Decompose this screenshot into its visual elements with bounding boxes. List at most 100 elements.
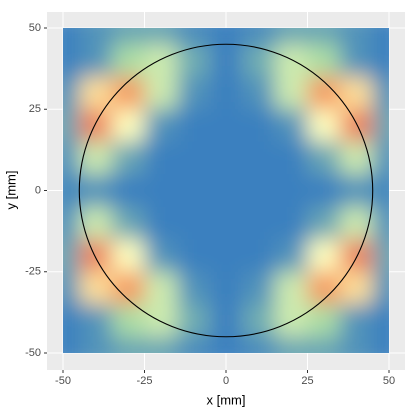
heat-cell [372, 271, 389, 305]
heat-cell [144, 109, 178, 143]
heat-cell [177, 174, 211, 208]
heat-cell [274, 174, 308, 208]
heat-cell [177, 141, 211, 175]
heat-cell [63, 44, 80, 78]
heat-cell [63, 206, 80, 240]
heat-cell [307, 304, 341, 338]
heat-cell [340, 239, 374, 273]
heat-cell [177, 336, 211, 353]
heat-cell [177, 28, 211, 45]
heat-cell [242, 109, 276, 143]
heat-cell [242, 271, 276, 305]
heat-cell [209, 28, 243, 45]
heat-cell [111, 336, 145, 353]
heat-cell [340, 304, 374, 338]
heat-cell [111, 109, 145, 143]
x-tick-label: -50 [55, 375, 71, 387]
x-tick-label: 0 [223, 375, 229, 387]
raster [63, 28, 389, 353]
heat-cell [63, 28, 80, 45]
heat-cell [209, 76, 243, 110]
heat-cell [274, 206, 308, 240]
y-tick-label: -50 [25, 347, 41, 359]
heat-cell [242, 28, 276, 45]
x-tick-label: -25 [137, 375, 153, 387]
heat-cell [307, 28, 341, 45]
heat-cell [63, 174, 80, 208]
heat-cell [63, 76, 80, 110]
heat-cell [63, 336, 80, 353]
heat-cell [111, 239, 145, 273]
heat-cell [274, 28, 308, 45]
heat-cell [144, 76, 178, 110]
heat-cell [372, 304, 389, 338]
heat-cell [79, 44, 113, 78]
heat-cell [79, 141, 113, 175]
heat-cell [340, 336, 374, 353]
overlay [78, 43, 374, 338]
heat-cell [144, 206, 178, 240]
heat-cell [340, 28, 374, 45]
heat-cell [79, 336, 113, 353]
heat-cell [372, 239, 389, 273]
heat-cell [340, 44, 374, 78]
circle-outline [78, 43, 374, 338]
heat-cell [307, 44, 341, 78]
y-axis-title: y [mm] [3, 171, 18, 210]
heat-cell [372, 174, 389, 208]
heat-cell [177, 271, 211, 305]
heat-cell [209, 206, 243, 240]
heat-cell [177, 304, 211, 338]
heat-cell [209, 271, 243, 305]
heat-cell [79, 304, 113, 338]
heat-cell [340, 141, 374, 175]
heat-cell [144, 336, 178, 353]
heat-cell [111, 174, 145, 208]
heat-cell [274, 76, 308, 110]
heat-cell [307, 206, 341, 240]
heat-cell [111, 28, 145, 45]
x-axis-title: x [mm] [207, 392, 246, 407]
heat-cell [144, 271, 178, 305]
heat-cell [111, 304, 145, 338]
y-tick-label: 50 [29, 22, 41, 34]
heat-cell [274, 239, 308, 273]
x-tick-label: 25 [301, 375, 313, 387]
heat-cell [307, 141, 341, 175]
heat-cell [372, 44, 389, 78]
heat-cell [79, 174, 113, 208]
heat-cell [372, 336, 389, 353]
heat-cell [242, 174, 276, 208]
heat-cell [242, 304, 276, 338]
heat-cell [111, 206, 145, 240]
heat-cell [79, 28, 113, 45]
heat-cell [63, 304, 80, 338]
heat-cell [209, 44, 243, 78]
heat-cell [274, 44, 308, 78]
heat-cell [274, 109, 308, 143]
heat-cell [340, 206, 374, 240]
heat-cell [79, 206, 113, 240]
heat-cell [372, 28, 389, 45]
heat-cell [144, 304, 178, 338]
heat-cell [274, 336, 308, 353]
heat-cell [242, 44, 276, 78]
heat-cell [242, 336, 276, 353]
heat-cell [242, 206, 276, 240]
heat-cell [242, 76, 276, 110]
heat-cell [177, 44, 211, 78]
heat-cell [372, 141, 389, 175]
heat-cell [340, 271, 374, 305]
heat-cell [144, 141, 178, 175]
heat-cell [307, 336, 341, 353]
heat-cell [79, 271, 113, 305]
heat-cell [209, 239, 243, 273]
y-tick-label: -25 [25, 266, 41, 278]
heat-cell [372, 206, 389, 240]
heat-cell [307, 239, 341, 273]
heat-cell [177, 206, 211, 240]
heat-cell [209, 109, 243, 143]
heat-cell [209, 304, 243, 338]
heat-cell [274, 271, 308, 305]
heat-cell [144, 44, 178, 78]
